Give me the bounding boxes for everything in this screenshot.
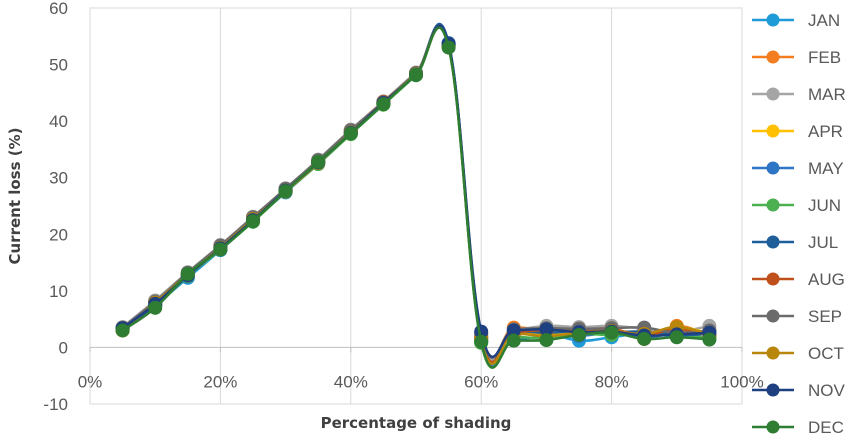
legend-label: AUG (808, 270, 845, 289)
x-axis-title: Percentage of shading (321, 414, 512, 432)
data-point (604, 325, 619, 340)
y-tick-label: 0 (59, 338, 68, 357)
legend-marker (766, 272, 780, 286)
data-point (572, 327, 586, 342)
x-tick-label: 80% (595, 372, 629, 391)
legend-label: JUN (808, 196, 841, 215)
legend-item-oct: OCT (752, 344, 844, 363)
data-point (409, 67, 423, 82)
legend-label: SEP (808, 307, 842, 326)
data-point (278, 184, 293, 199)
legend-marker (766, 161, 780, 175)
series-layer (115, 23, 717, 369)
x-tick-label: 100% (720, 372, 763, 391)
axes: 0% 20% 40% 60% 80% 100% -10 0 10 20 30 40 50 60 (43, 0, 763, 414)
y-axis-title: Current loss (%) (6, 128, 24, 265)
legend-label: OCT (808, 344, 844, 363)
legend-item-sep: SEP (752, 307, 842, 326)
legend-label: FEB (808, 48, 841, 67)
legend-item-may: MAY (752, 159, 844, 178)
legend-item-nov: NOV (752, 381, 846, 400)
legend-label: NOV (808, 381, 846, 400)
legend-item-dec: DEC (752, 418, 844, 434)
plot-frame (89, 7, 743, 405)
y-tick-label: 40 (49, 112, 68, 131)
data-point (702, 332, 717, 347)
legend: JAN FEB MAR APR MAY JUN JUL AUG SEP OCT NOV DEC (752, 11, 846, 434)
y-tick-label: -10 (43, 395, 68, 414)
legend-label: APR (808, 122, 843, 141)
data-point (539, 333, 554, 348)
legend-marker (766, 124, 780, 138)
legend-item-mar: MAR (752, 85, 846, 104)
data-point (376, 97, 391, 112)
x-tick-label: 20% (203, 372, 237, 391)
data-point (474, 334, 489, 349)
legend-marker (766, 309, 780, 323)
y-tick-label: 10 (49, 282, 68, 301)
data-point (441, 40, 456, 55)
x-tick-label: 40% (334, 372, 368, 391)
legend-item-aug: AUG (752, 270, 845, 289)
y-tick-label: 20 (49, 225, 68, 244)
y-tick-label: 50 (49, 56, 68, 75)
legend-marker (766, 383, 780, 397)
legend-label: MAY (808, 159, 844, 178)
series-line (121, 26, 710, 369)
legend-item-jan: JAN (752, 11, 840, 30)
legend-item-apr: APR (752, 122, 843, 141)
data-point (311, 154, 326, 169)
data-point (637, 331, 652, 346)
gridlines (89, 7, 743, 405)
y-tick-label: 30 (49, 169, 68, 188)
y-tick-label: 60 (49, 0, 68, 18)
data-point (669, 330, 684, 345)
legend-label: JUL (808, 233, 838, 252)
x-tick-label: 60% (464, 372, 498, 391)
legend-marker (766, 346, 780, 360)
legend-marker (766, 198, 780, 212)
legend-marker (766, 235, 780, 249)
legend-item-feb: FEB (752, 48, 841, 67)
series-dec (115, 26, 717, 369)
legend-label: MAR (808, 85, 846, 104)
data-point (246, 214, 260, 229)
legend-item-jul: JUL (752, 233, 838, 252)
legend-marker (766, 50, 780, 64)
data-point (148, 300, 163, 315)
legend-label: JAN (808, 11, 840, 30)
data-point (506, 333, 521, 348)
data-point (213, 242, 228, 257)
data-point (343, 126, 358, 141)
data-point (115, 323, 130, 338)
legend-marker (766, 420, 780, 434)
legend-marker (766, 87, 780, 101)
legend-item-jun: JUN (752, 196, 841, 215)
legend-label: DEC (808, 418, 844, 434)
legend-marker (766, 13, 780, 27)
x-tick-label: 0% (78, 372, 103, 391)
data-point (180, 266, 195, 281)
